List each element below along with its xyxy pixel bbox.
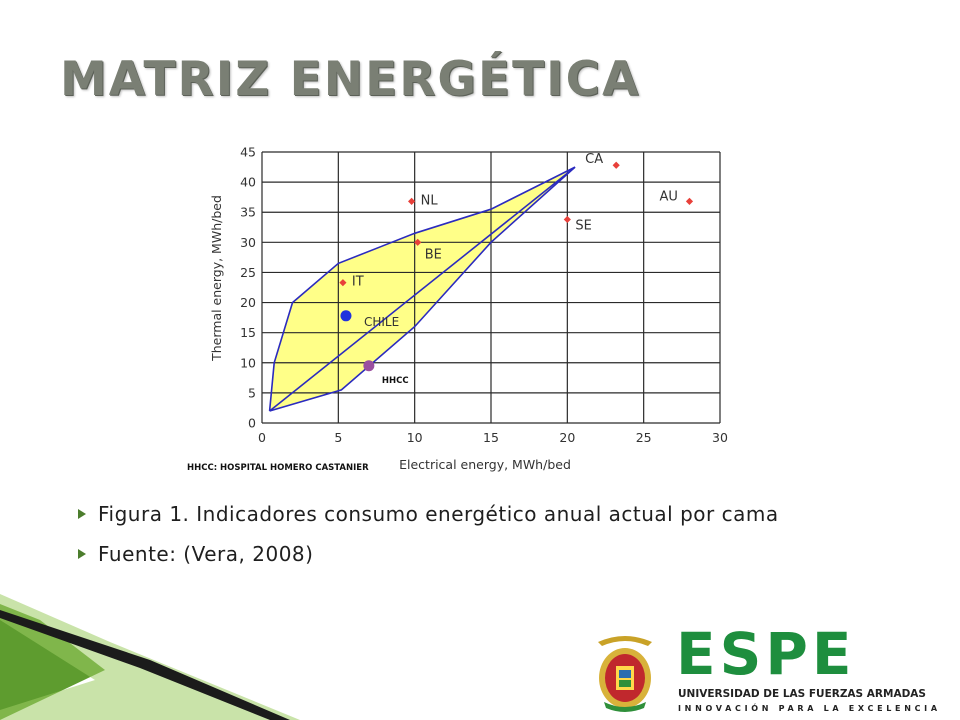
x-tick-label: 25 xyxy=(636,430,652,445)
diagonal-line xyxy=(269,166,576,412)
y-tick-label: 45 xyxy=(240,145,256,160)
point-label-au: AU xyxy=(659,189,677,204)
x-tick-label: 5 xyxy=(334,430,342,445)
bullet-item-figure-caption: Figura 1. Indicadores consumo energético… xyxy=(74,500,874,528)
data-point-chile xyxy=(340,310,352,322)
data-point-ca xyxy=(612,161,620,169)
espe-logo: ESPE UNIVERSIDAD DE LAS FUERZAS ARMADAS … xyxy=(588,620,937,720)
data-point-au xyxy=(685,197,694,205)
y-axis-label: Thermal energy, MWh/bed xyxy=(209,195,224,362)
footer-decoration xyxy=(0,594,300,720)
point-label-se: SE xyxy=(575,218,591,233)
data-point-hhcc xyxy=(363,360,375,372)
chart-figure: 0 5 10 15 20 25 30 0 5 10 15 20 25 30 35 40 45 CA AU NL SE B… xyxy=(185,133,745,481)
energy-scatter-chart: 0 5 10 15 20 25 30 0 5 10 15 20 25 30 35 40 45 CA AU NL SE B… xyxy=(187,145,728,474)
bullet-text: Figura 1. Indicadores consumo energético… xyxy=(98,502,779,526)
tick-labels-layer: 0 5 10 15 20 25 30 0 5 10 15 20 25 30 35 40 45 xyxy=(240,145,728,446)
y-tick-label: 35 xyxy=(240,205,256,220)
envelope-lower-line xyxy=(269,166,576,412)
slide-title: MATRIZ ENERGÉTICA xyxy=(60,52,641,107)
data-point-se xyxy=(563,215,571,224)
y-tick-label: 40 xyxy=(240,175,256,190)
point-label-nl: NL xyxy=(421,193,439,208)
y-tick-label: 20 xyxy=(240,295,256,310)
bullet-list: Figura 1. Indicadores consumo energético… xyxy=(74,500,874,580)
y-tick-label: 0 xyxy=(248,416,256,431)
bullet-text: Fuente: (Vera, 2008) xyxy=(98,542,314,566)
y-tick-label: 30 xyxy=(240,235,256,250)
y-tick-label: 5 xyxy=(248,385,256,400)
point-label-chile: CHILE xyxy=(364,315,399,329)
y-tick-label: 25 xyxy=(240,265,256,280)
logo-tagline: INNOVACIÓN PARA LA EXCELENCIA xyxy=(678,704,941,713)
envelope-upper-line xyxy=(268,166,576,412)
footer-dark-stripe xyxy=(0,610,290,720)
data-point-nl xyxy=(408,197,416,205)
university-crest-icon xyxy=(598,636,652,712)
footer-light-green-shape xyxy=(0,594,300,720)
point-label-it: IT xyxy=(352,275,364,290)
points-layer: CA AU NL SE BE IT CHILE HHCC xyxy=(339,152,694,386)
point-label-hhcc: HHCC xyxy=(382,376,409,386)
x-tick-label: 15 xyxy=(483,430,499,445)
grid-layer xyxy=(261,151,721,424)
bullet-arrow-icon xyxy=(78,549,86,559)
x-tick-label: 0 xyxy=(258,430,266,445)
x-tick-label: 20 xyxy=(559,430,575,445)
point-label-ca: CA xyxy=(585,152,603,167)
logo-wordmark: ESPE xyxy=(676,620,856,688)
y-tick-label: 10 xyxy=(240,355,256,370)
y-tick-label: 15 xyxy=(240,325,256,340)
x-tick-label: 10 xyxy=(407,430,423,445)
bullet-item-source: Fuente: (Vera, 2008) xyxy=(74,540,874,568)
point-label-be: BE xyxy=(425,247,442,262)
x-tick-label: 30 xyxy=(712,430,728,445)
x-axis-label: Electrical energy, MWh/bed xyxy=(399,457,571,472)
logo-subtitle: UNIVERSIDAD DE LAS FUERZAS ARMADAS xyxy=(678,688,926,700)
bullet-arrow-icon xyxy=(78,509,86,519)
envelope-lines-layer xyxy=(268,166,576,412)
chart-footnote: HHCC: HOSPITAL HOMERO CASTANIER xyxy=(187,463,369,473)
